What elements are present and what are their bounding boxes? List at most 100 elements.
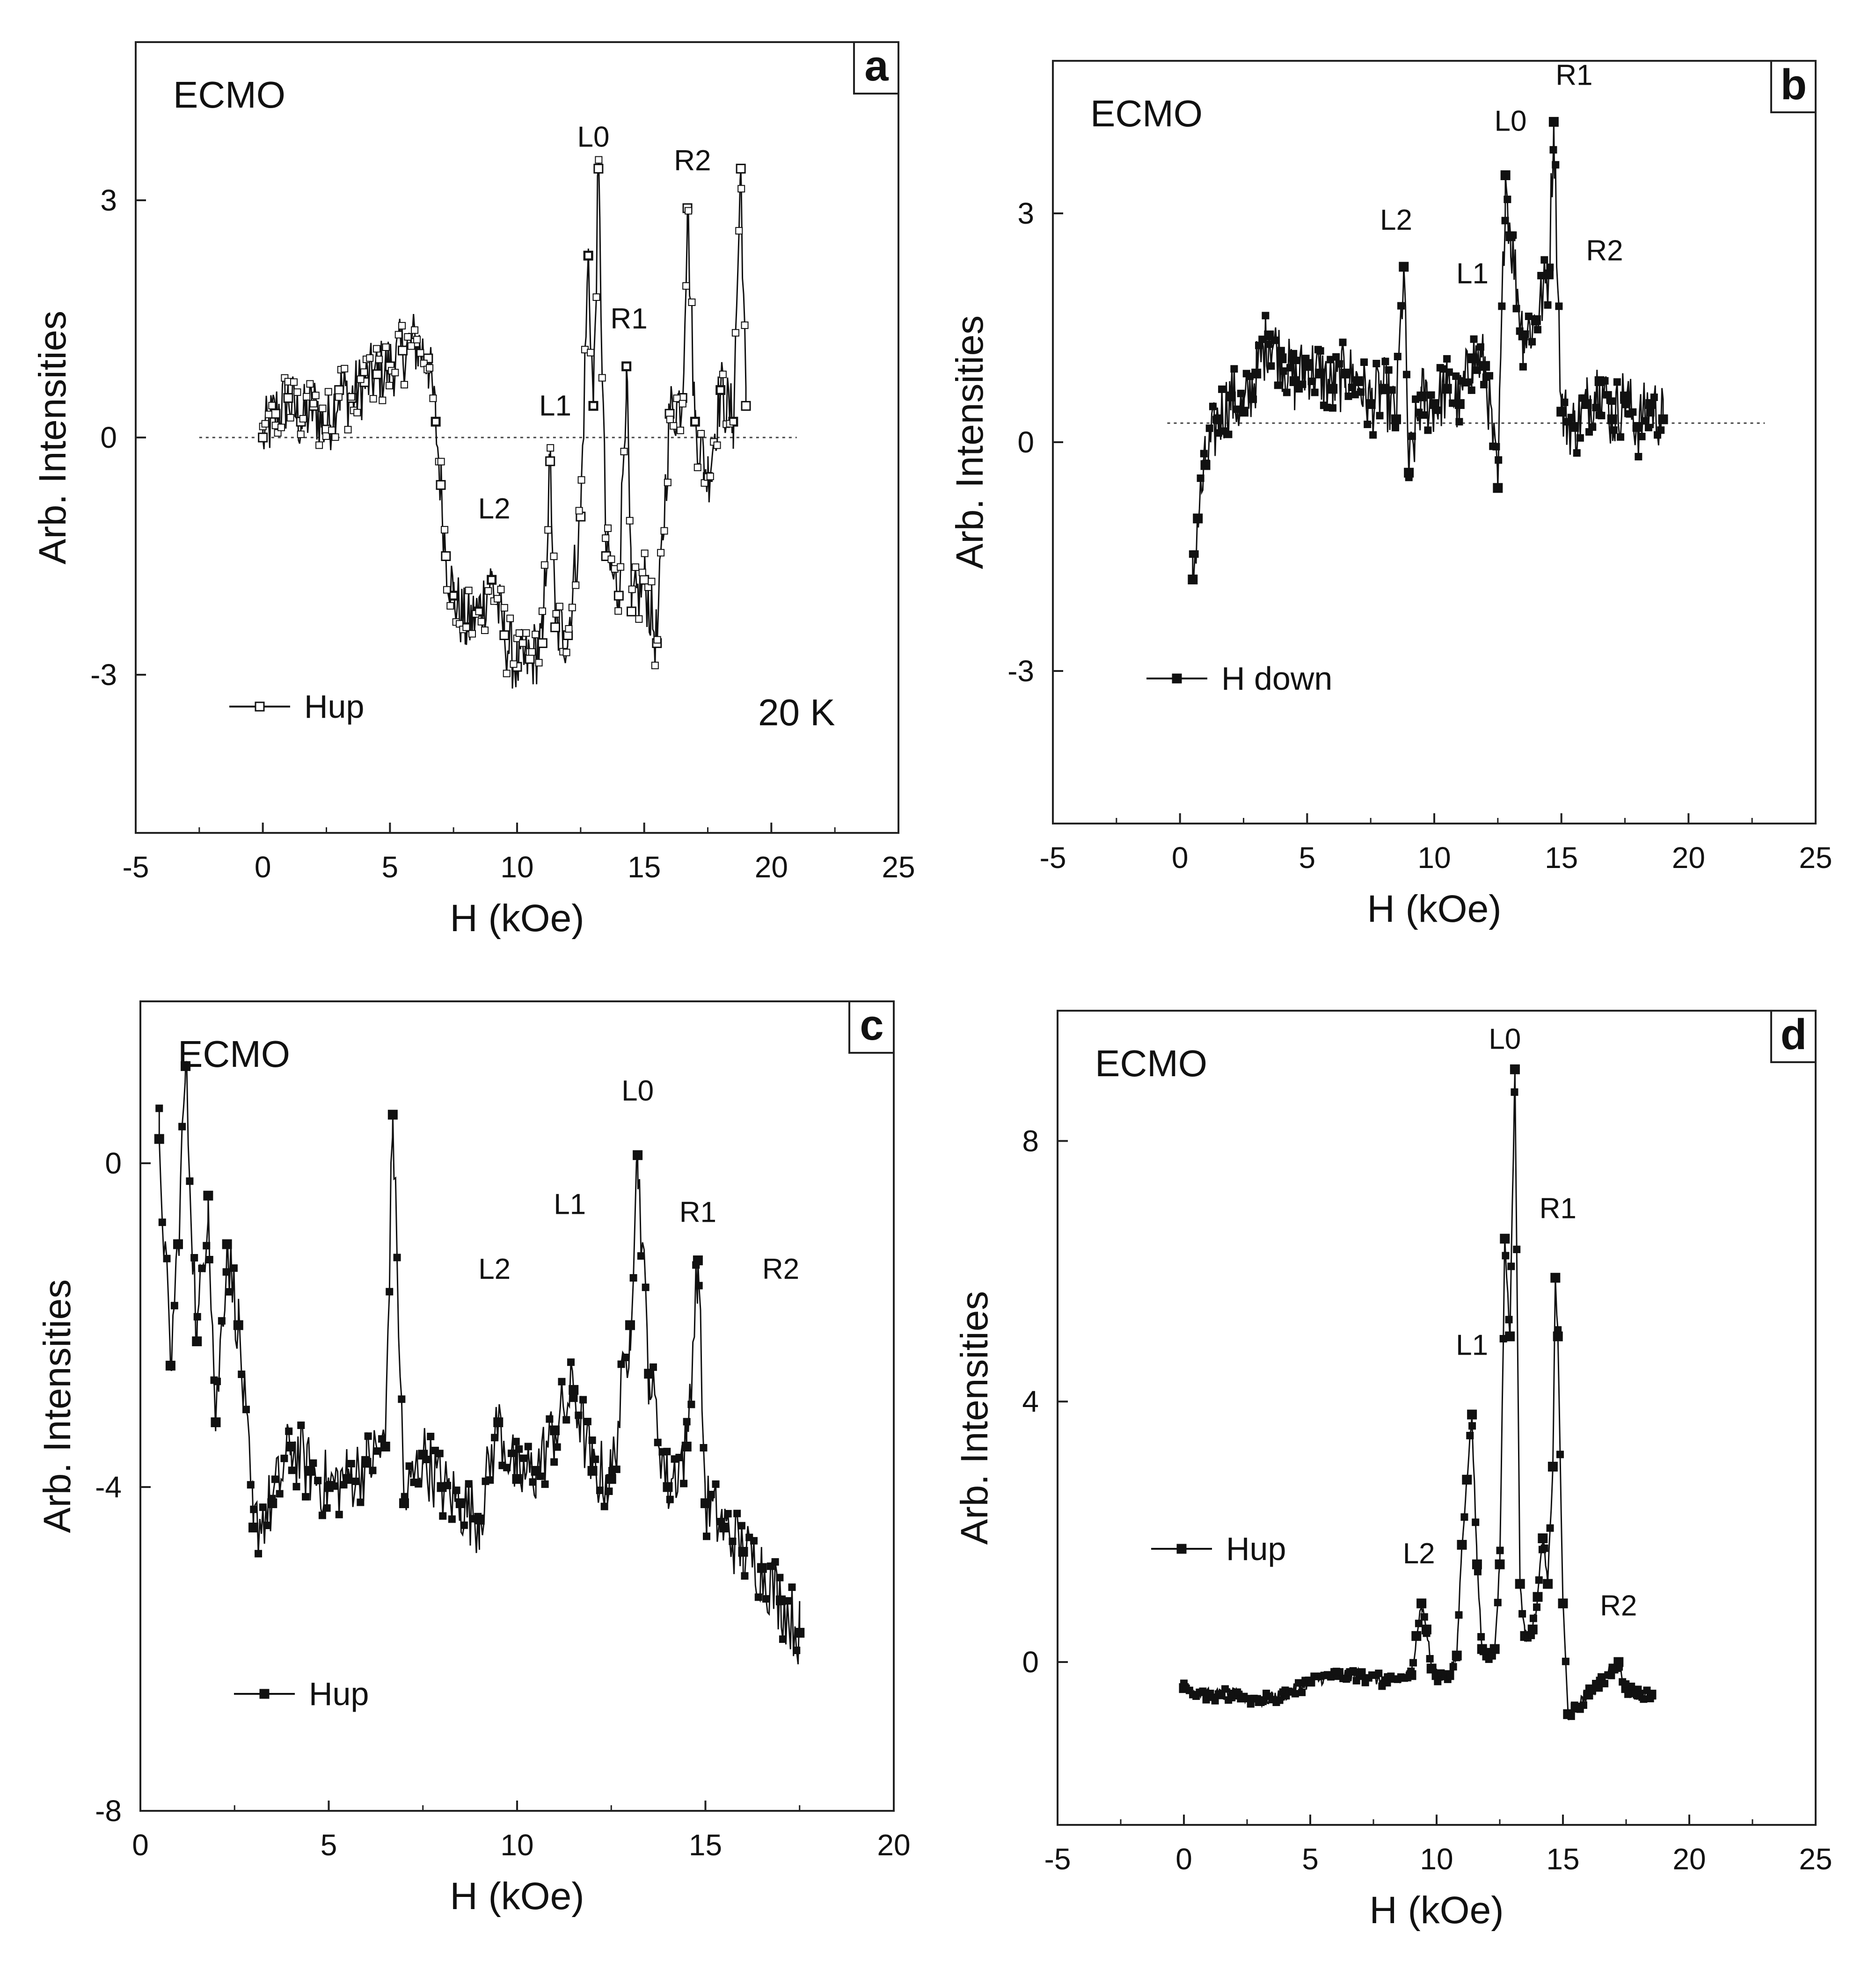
trace-marker — [360, 368, 368, 376]
series-line-b — [1192, 122, 1664, 580]
trace-marker — [373, 345, 381, 353]
x-tick-label: 0 — [132, 1828, 149, 1862]
trace-marker — [1516, 1580, 1524, 1588]
trace-marker — [1202, 459, 1210, 467]
trace-marker — [1561, 398, 1569, 406]
panel-letter-box — [848, 1000, 895, 1054]
trace-marker — [1240, 408, 1248, 416]
trace-marker — [1559, 1599, 1567, 1607]
trace-marker — [637, 1252, 645, 1260]
y-tick-label: 3 — [1017, 197, 1034, 230]
trace-marker — [575, 1411, 583, 1419]
trace-marker — [230, 1264, 238, 1272]
trace-marker — [1463, 1476, 1471, 1484]
trace-marker — [450, 592, 458, 599]
y-tick-label: -8 — [95, 1794, 122, 1828]
trace-marker — [598, 374, 606, 382]
legend-label: H down — [1221, 660, 1332, 697]
data-point — [639, 575, 650, 585]
trace-marker — [369, 395, 377, 403]
trace-marker — [1339, 338, 1347, 346]
trace-marker — [641, 549, 649, 557]
trace-marker — [653, 636, 661, 644]
trace-marker — [572, 581, 580, 589]
trace-marker — [558, 1378, 566, 1386]
trace-marker — [259, 1503, 267, 1511]
trace-marker — [375, 356, 383, 364]
trace-marker — [218, 1317, 226, 1325]
trace-marker — [1199, 1687, 1207, 1695]
trace-marker — [475, 607, 483, 615]
trace-marker — [575, 507, 583, 515]
trace-marker — [391, 369, 399, 377]
trace-marker — [416, 349, 424, 357]
trace-marker — [1417, 1599, 1425, 1607]
trace-marker — [268, 401, 276, 409]
trace-marker — [1647, 409, 1655, 417]
trace-marker — [562, 1416, 570, 1424]
trace-marker — [660, 527, 668, 535]
trace-marker — [398, 322, 406, 330]
data-point — [1500, 1233, 1510, 1244]
data-point — [1607, 414, 1617, 424]
trace-marker — [1549, 146, 1557, 154]
trace-marker — [1227, 393, 1235, 401]
trace-marker — [306, 380, 314, 388]
trace-marker — [1474, 1568, 1482, 1575]
x-tick-label: 5 — [321, 1828, 337, 1862]
trace-marker — [1532, 318, 1540, 326]
trace-marker — [604, 524, 612, 532]
data-point — [701, 1498, 710, 1509]
trace-marker — [706, 473, 714, 481]
x-tick-label: 10 — [500, 850, 533, 884]
trace-marker — [522, 629, 530, 637]
trace-marker — [1221, 1685, 1229, 1693]
trace-marker — [540, 561, 548, 569]
trace-marker — [1518, 1610, 1526, 1618]
trace-marker — [457, 1499, 465, 1507]
data-point — [1277, 353, 1287, 364]
x-tick-label: 10 — [500, 1828, 533, 1862]
trace-marker — [322, 432, 330, 440]
trace-marker — [401, 1493, 409, 1501]
trace-marker — [303, 393, 311, 401]
trace-marker — [491, 1434, 499, 1442]
trace-marker — [567, 1358, 575, 1366]
trace-marker — [579, 1396, 587, 1404]
trace-marker — [1211, 1697, 1219, 1705]
trace-marker — [654, 1438, 662, 1446]
x-axis-label: H (kOe) — [1370, 1889, 1504, 1932]
trace-marker — [617, 1360, 625, 1368]
trace-marker — [762, 1595, 770, 1603]
trace-marker — [1400, 263, 1408, 271]
trace-marker — [1546, 263, 1554, 271]
trace-marker — [1191, 550, 1199, 558]
x-tick-label: 10 — [1417, 841, 1451, 875]
trace-marker — [670, 422, 678, 430]
data-point — [192, 1336, 202, 1347]
trace-marker — [381, 1443, 389, 1451]
trace-marker — [1482, 1648, 1490, 1655]
trace-marker — [1277, 347, 1285, 355]
trace-marker — [318, 1511, 326, 1519]
trace-marker — [242, 1406, 250, 1414]
trace-marker — [226, 1288, 234, 1296]
trace-marker — [507, 1449, 515, 1457]
trace-marker — [771, 1558, 779, 1566]
trace-marker — [1509, 231, 1517, 239]
trace-marker — [750, 1537, 758, 1545]
trace-marker — [503, 670, 511, 678]
x-tick-label: -5 — [1044, 1842, 1071, 1876]
trace-marker — [494, 1418, 502, 1426]
trace-marker — [562, 649, 570, 656]
data-point — [545, 456, 555, 467]
trace-marker — [1521, 330, 1529, 338]
trace-marker — [198, 1264, 206, 1272]
data-point — [627, 606, 636, 617]
trace-marker — [1431, 400, 1438, 408]
trace-marker — [1234, 1688, 1241, 1696]
trace-marker — [324, 388, 332, 396]
trace-marker — [1218, 385, 1226, 393]
trace-marker — [1343, 1675, 1350, 1683]
trace-marker — [1601, 1680, 1609, 1688]
